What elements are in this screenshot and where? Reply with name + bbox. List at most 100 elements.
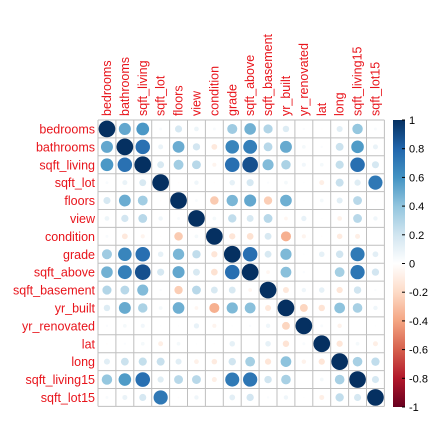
corr-circle-yr-renovated-yr-built [282,321,290,330]
corr-circle-view-bedrooms [104,216,110,221]
corr-circle-floors-lat [319,198,324,203]
corr-circle-sqft-living-grade [224,157,240,173]
corr-circle-grade-long [335,250,344,258]
corr-circle-floors-long [336,197,343,204]
corr-circle-bedrooms-sqft-above [244,123,256,135]
corr-circle-floors-floors [170,192,187,209]
corr-circle-grade-sqft-above [242,246,258,262]
corr-circle-sqft-living-condition [212,162,217,167]
corr-circle-bedrooms-sqft-basement [263,124,273,134]
colorbar-tick-label: -0.4 [409,316,428,328]
corr-circle-sqft-living-bathrooms [117,157,133,172]
corr-circle-sqft-lot15-yr-renovated [303,396,305,399]
corr-circle-long-grade [228,357,236,366]
corr-circle-lat-condition [213,342,216,345]
corr-circle-bedrooms-floors [175,125,183,133]
corr-circle-long-long [331,353,348,370]
row-label-long: long [71,355,95,369]
corr-circle-yr-built-sqft-lot [158,306,163,310]
corr-circle-grade-bathrooms [118,247,132,262]
corr-circle-sqft-lot15-sqft-above [246,393,254,402]
corr-circle-yr-renovated-sqft-lot15 [374,325,377,327]
corr-circle-sqft-lot-floors [177,181,180,184]
corr-circle-sqft-lot-sqft-lot [152,174,169,191]
corr-circle-yr-renovated-sqft-basement [265,323,271,329]
corr-circle-long-sqft-lot [156,357,165,366]
corr-circle-grade-bedrooms [101,249,112,260]
corr-circle-grade-floors [172,248,185,260]
corr-circle-yr-renovated-bathrooms [122,323,127,328]
corr-circle-sqft-basement-long [336,286,343,294]
colorbar-tick-label: -0.8 [409,373,428,385]
corr-circle-sqft-lot-yr-built [284,180,288,185]
row-label-lat: lat [82,337,96,351]
corr-circle-bathrooms-sqft-above [243,139,258,154]
corr-circle-bedrooms-yr-built [282,125,290,133]
column-label-bathrooms: bathrooms [118,57,132,116]
column-label-bedrooms: bedrooms [100,60,114,116]
corr-circle-sqft-living15-sqft-above [243,372,258,387]
corr-circle-sqft-lot-grade [229,179,236,186]
row-label-sqft-living15: sqft_living15 [26,373,96,387]
corr-circle-yr-renovated-floors [177,325,180,327]
corr-circle-yr-built-yr-renovated [299,304,308,312]
corr-circle-yr-built-floors [172,302,185,314]
corr-circle-bedrooms-yr-renovated [302,127,306,131]
corr-circle-floors-yr-renovated [303,199,305,202]
corr-circle-floors-sqft-living15 [353,196,362,205]
corr-circle-view-sqft-living [138,214,148,223]
corr-circle-bathrooms-floors [172,140,185,153]
corr-circle-sqft-living-lat [319,162,324,167]
corr-circle-lat-lat [313,335,331,353]
corr-circle-sqft-lot-view [194,180,199,185]
row-label-sqft-living: sqft_living [39,158,95,172]
corr-circle-yr-built-condition [209,302,220,313]
corr-circle-sqft-above-bedrooms [101,266,113,278]
corr-circle-sqft-lot-lat [319,180,325,186]
corr-circle-sqft-lot15-floors [177,396,180,399]
corr-circle-sqft-living-floors [173,159,184,170]
corr-circle-sqft-lot15-yr-built [283,395,289,400]
row-label-floors: floors [64,194,95,208]
corr-circle-lat-grade [229,340,236,347]
corr-circle-lat-sqft-basement [265,340,271,347]
corr-circle-long-view [194,359,199,365]
corr-circle-sqft-living15-floors [174,375,183,384]
corr-circle-sqft-above-sqft-lot15 [371,268,380,276]
corr-circle-sqft-basement-yr-built [282,287,289,294]
corr-circle-lat-yr-built [282,340,290,347]
corr-circle-yr-renovated-sqft-living [140,323,145,328]
corr-circle-view-sqft-lot [158,216,163,221]
corr-circle-bedrooms-sqft-lot [159,127,163,131]
corr-circle-sqft-basement-sqft-lot15 [374,288,377,292]
corr-circle-sqft-living15-sqft-living15 [349,371,366,388]
corr-circle-sqft-above-yr-renovated [302,270,306,274]
corr-circle-condition-sqft-living [140,234,145,239]
corr-circle-floors-sqft-above [244,194,257,207]
colorbar-gradient [393,120,405,407]
corr-circle-bathrooms-sqft-living [135,139,150,155]
color-legend: 1 0.8 0.6 0.4 0.2 0 -0.2 -0.4 -0.6 -0.8 -1 [393,115,428,414]
corr-circle-sqft-basement-sqft-living [137,284,149,296]
corr-circle-sqft-above-sqft-basement [266,270,270,275]
corr-circle-lat-sqft-living15 [355,341,360,346]
corr-circle-condition-floors [174,232,183,241]
corr-circle-sqft-lot-sqft-above [246,179,254,187]
corr-circle-sqft-lot15-bathrooms [122,394,128,400]
corr-circle-lat-sqft-living [140,341,145,346]
corr-circle-sqft-lot-sqft-living15 [354,179,361,186]
colorbar-tick-label: 1 [409,115,415,127]
corr-circle-view-condition [212,216,217,221]
corr-circle-grade-sqft-basement [264,250,272,258]
corr-circle-sqft-lot15-view [194,395,199,400]
row-label-condition: condition [45,230,95,244]
row-label-yr-renovated: yr_renovated [22,319,95,333]
row-label-bedrooms: bedrooms [39,122,95,136]
corr-circle-long-sqft-basement [264,358,272,365]
column-label-sqft-lot: sqft_lot [154,75,168,116]
corr-circle-floors-bedrooms [103,197,111,205]
row-label-sqft-lot15: sqft_lot15 [41,391,95,405]
corr-circle-sqft-lot-sqft-lot15 [368,175,383,190]
corr-circle-sqft-living-view [192,160,201,170]
corr-circle-lat-view [195,342,198,345]
